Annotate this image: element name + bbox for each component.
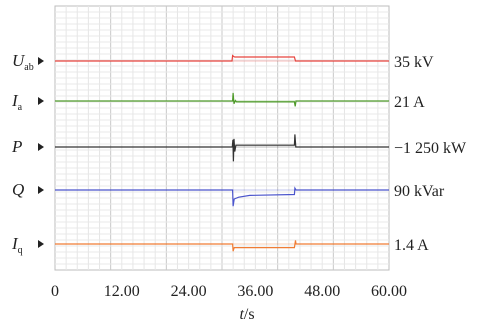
scale-label-u-ab: 35 kV [394, 54, 434, 71]
channel-label-i-a: Ia [11, 91, 23, 113]
scale-label-p: −1 250 kW [394, 140, 467, 157]
scale-label-q: 90 kVar [394, 183, 445, 200]
scale-label-i-q: 1.4 A [394, 237, 429, 254]
trace-i-a [55, 92, 389, 107]
channel-marker-icon [38, 57, 44, 65]
x-tick-label: 36.00 [237, 283, 273, 300]
channel-labels: Uab Ia P Q Iq [11, 51, 44, 256]
x-tick-labels: 0 12.00 24.00 36.00 48.00 60.00 [51, 283, 407, 300]
channel-marker-icon [38, 240, 44, 248]
channel-traces [55, 54, 389, 252]
channel-label-i-q: Iq [11, 234, 23, 256]
trace-p [55, 134, 389, 162]
x-tick-label: 48.00 [304, 283, 340, 300]
x-axis-label: t/s [239, 306, 254, 323]
channel-label-p: P [11, 137, 22, 156]
channel-marker-icon [38, 186, 44, 194]
channel-label-q: Q [12, 180, 24, 199]
x-tick-label: 24.00 [171, 283, 207, 300]
trace-i-q [55, 240, 389, 252]
channel-scale-labels: 35 kV 21 A −1 250 kW 90 kVar 1.4 A [394, 54, 467, 254]
channel-marker-icon [38, 143, 44, 151]
x-tick-label: 12.00 [104, 283, 140, 300]
trace-u-ab [55, 54, 389, 62]
trace-q [55, 186, 389, 207]
x-tick-label: 0 [51, 283, 59, 300]
x-tick-label: 60.00 [371, 283, 407, 300]
grid [54, 5, 390, 271]
channel-label-u-ab: Uab [12, 51, 34, 73]
channel-marker-icon [38, 97, 44, 105]
scale-label-i-a: 21 A [394, 94, 425, 111]
